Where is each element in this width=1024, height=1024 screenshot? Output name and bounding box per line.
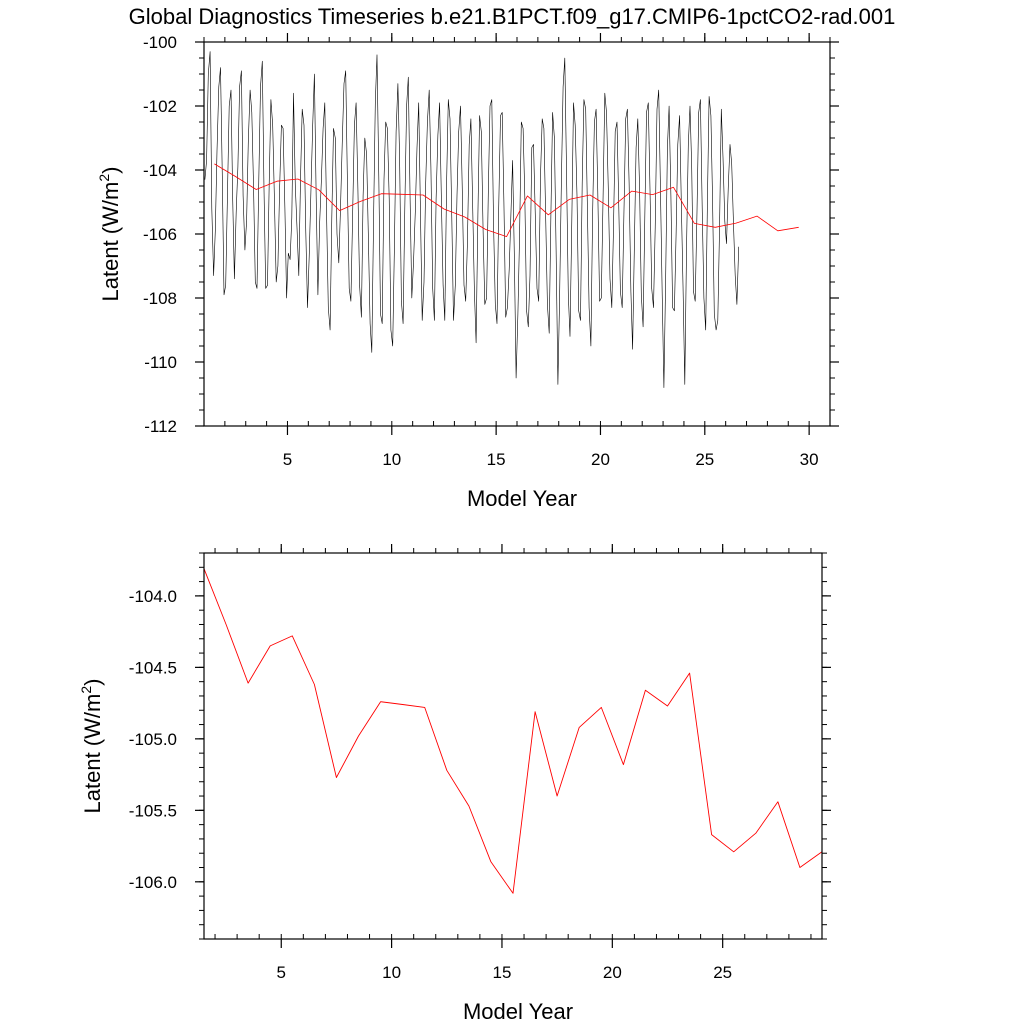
- x-tick-label: 5: [277, 963, 286, 982]
- y-tick-label: -106: [143, 225, 177, 244]
- y-tick-label: -108: [143, 289, 177, 308]
- y-tick-label: -100: [143, 33, 177, 52]
- series-line-red: [203, 568, 823, 894]
- y-axis-label: Latent (W/m2): [78, 679, 105, 814]
- x-tick-label: 10: [382, 450, 401, 469]
- x-tick-label: 30: [800, 450, 819, 469]
- x-tick-label: 20: [603, 963, 622, 982]
- y-tick-label: -104.0: [129, 587, 177, 606]
- y-tick-label: -112: [144, 417, 177, 436]
- y-tick-label: -105.0: [129, 730, 177, 749]
- y-tick-label: -110: [144, 353, 177, 372]
- y-axis-label: Latent (W/m2): [96, 167, 123, 302]
- series-line-black: [204, 51, 739, 388]
- series-line-red: [214, 163, 799, 238]
- x-tick-label: 15: [487, 450, 506, 469]
- plot-frame: [203, 552, 823, 940]
- top-panel-timeseries: 5 10 15 20 25 30 -112 -110 -108 -106 -104 -102 -100 M…: [96, 33, 839, 511]
- x-tick-label: 5: [283, 450, 292, 469]
- x-tick-label: 25: [695, 450, 714, 469]
- y-tick-label: -102: [143, 97, 177, 116]
- figure-title: Global Diagnostics Timeseries b.e21.B1PC…: [129, 4, 896, 29]
- y-tick-label: -106.0: [129, 873, 177, 892]
- x-tick-label: 20: [591, 450, 610, 469]
- x-axis-label: Model Year: [463, 999, 573, 1024]
- plot-frame: [203, 41, 831, 427]
- bottom-panel-annual-means: 5 10 15 20 25 -106.0 -105.5 -105.0 -104.5 -104.0 M…: [78, 544, 831, 1024]
- y-tick-label: -104: [143, 161, 177, 180]
- x-axis-label: Model Year: [467, 486, 577, 511]
- x-tick-label: 10: [382, 963, 401, 982]
- y-tick-label: -105.5: [129, 801, 177, 820]
- x-tick-label: 25: [713, 963, 732, 982]
- x-tick-label: 15: [493, 963, 512, 982]
- y-tick-label: -104.5: [129, 658, 177, 677]
